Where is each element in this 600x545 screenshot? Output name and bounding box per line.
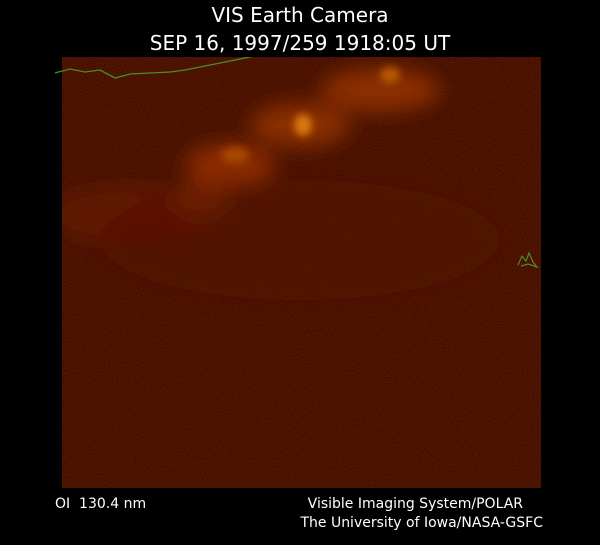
institution-label: The University of Iowa/NASA-GSFC [299, 515, 543, 531]
coastline-fragment [517, 251, 539, 269]
title: VIS Earth Camera [211, 3, 388, 27]
coastline-edge [54, 70, 63, 74]
instrument-label: Visible Imaging System/POLAR [308, 496, 524, 512]
filter-label: OI 130.4 nm [55, 496, 146, 512]
coastline [62, 57, 254, 79]
aurora-bright [221, 67, 400, 163]
subtitle: SEP 16, 1997/259 1918:05 UT [150, 31, 451, 55]
camera-image [62, 57, 541, 488]
